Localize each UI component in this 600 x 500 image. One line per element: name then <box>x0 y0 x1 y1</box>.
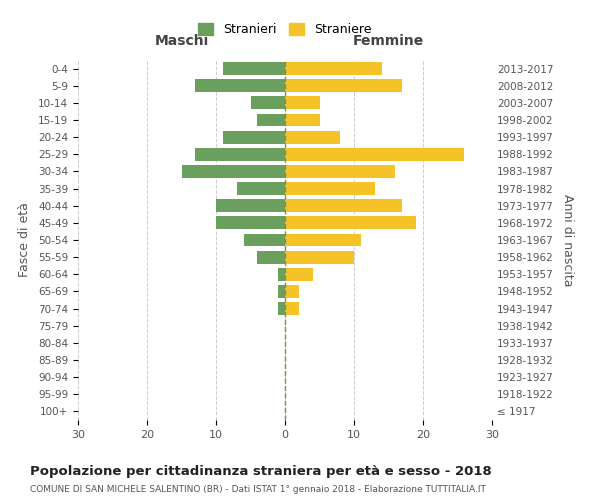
Bar <box>285 114 320 126</box>
Bar <box>285 285 299 298</box>
Bar <box>285 200 402 212</box>
Bar <box>285 148 464 160</box>
Bar <box>285 302 299 315</box>
Bar <box>257 114 285 126</box>
Y-axis label: Fasce di età: Fasce di età <box>18 202 31 278</box>
Bar <box>196 80 285 92</box>
Text: Maschi: Maschi <box>154 34 209 48</box>
Bar <box>285 165 395 178</box>
Bar <box>278 285 285 298</box>
Bar <box>285 62 382 75</box>
Bar <box>285 96 320 110</box>
Bar <box>257 250 285 264</box>
Bar <box>237 182 285 195</box>
Bar <box>278 302 285 315</box>
Bar <box>285 182 374 195</box>
Bar <box>223 130 285 143</box>
Bar <box>223 62 285 75</box>
Bar <box>216 216 285 230</box>
Bar <box>285 268 313 280</box>
Bar <box>285 130 340 143</box>
Bar <box>285 234 361 246</box>
Legend: Stranieri, Straniere: Stranieri, Straniere <box>194 20 376 40</box>
Text: COMUNE DI SAN MICHELE SALENTINO (BR) - Dati ISTAT 1° gennaio 2018 - Elaborazione: COMUNE DI SAN MICHELE SALENTINO (BR) - D… <box>30 485 486 494</box>
Bar <box>182 165 285 178</box>
Text: Popolazione per cittadinanza straniera per età e sesso - 2018: Popolazione per cittadinanza straniera p… <box>30 465 492 478</box>
Bar <box>285 250 354 264</box>
Bar <box>196 148 285 160</box>
Text: Femmine: Femmine <box>353 34 424 48</box>
Bar <box>244 234 285 246</box>
Bar <box>285 216 416 230</box>
Bar <box>216 200 285 212</box>
Bar <box>251 96 285 110</box>
Bar <box>278 268 285 280</box>
Bar <box>285 80 402 92</box>
Y-axis label: Anni di nascita: Anni di nascita <box>562 194 574 286</box>
